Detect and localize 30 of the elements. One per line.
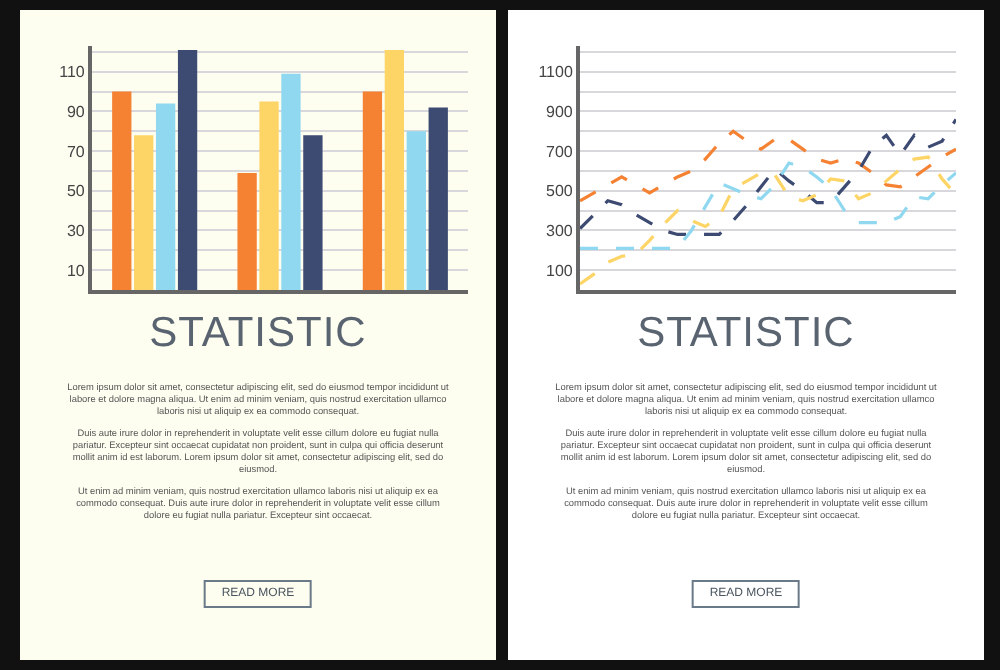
y-tick-label: 10: [66, 261, 86, 280]
line-series: [580, 129, 956, 203]
bar: [362, 91, 383, 290]
bar: [155, 103, 176, 290]
bar: [384, 49, 405, 290]
bar: [112, 91, 132, 290]
y-tick-label: 1100: [538, 63, 574, 82]
bar: [281, 73, 301, 290]
y-tick-label: 110: [59, 63, 86, 82]
line-series: [580, 155, 956, 286]
line-series: [580, 161, 956, 250]
bar: [177, 49, 198, 290]
y-tick-label: 900: [546, 103, 574, 122]
line-series: [580, 117, 956, 237]
y-tick-label: 700: [546, 142, 574, 161]
y-tick-label: 70: [66, 142, 86, 161]
text: STATISTIC: [147, 310, 369, 358]
bar: [259, 101, 279, 290]
bar: [237, 172, 257, 290]
y-tick-label: 50: [66, 182, 86, 201]
text: STATISTIC: [635, 310, 857, 358]
y-tick-label: 100: [546, 261, 574, 280]
bar: [134, 135, 154, 290]
y-tick-label: 30: [66, 222, 86, 241]
y-tick-label: 300: [546, 222, 574, 241]
y-tick-label: 500: [546, 182, 574, 201]
y-tick-label: 90: [66, 103, 86, 122]
bar: [428, 107, 448, 290]
bar: [406, 131, 426, 290]
bar: [303, 135, 323, 290]
